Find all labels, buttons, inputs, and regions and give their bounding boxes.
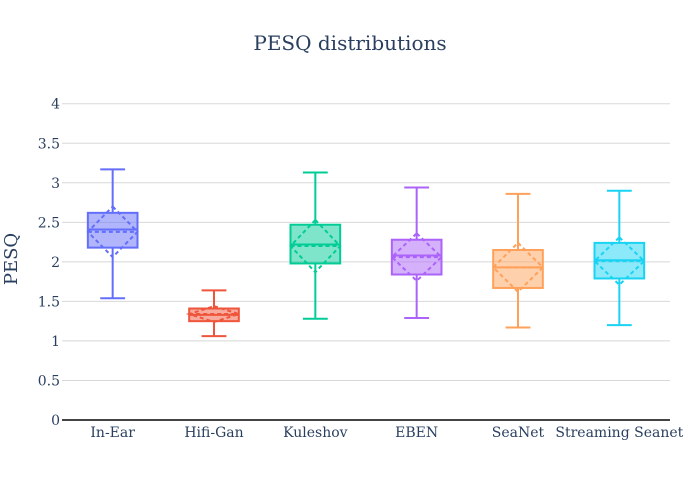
- y-axis-title: PESQ: [1, 233, 22, 285]
- sd-diamond: [185, 305, 243, 324]
- grid-layer: [62, 103, 670, 381]
- sd-diamond: [491, 241, 545, 294]
- y-tick-label: 0.5: [38, 373, 60, 389]
- sd-diamond: [390, 232, 443, 283]
- x-tick-label: In-Ear: [90, 425, 135, 441]
- y-tick-labels: 0 0.5 1 1.5 2 2.5 3 3.5 4: [38, 97, 60, 429]
- iqr-box: [492, 249, 544, 289]
- sd-diamond: [289, 218, 342, 274]
- box-streaming-seanet: [593, 189, 646, 327]
- x-tick-label: Kuleshov: [283, 425, 348, 441]
- box-seanet: [491, 192, 545, 329]
- box-eben: [390, 186, 443, 319]
- box-plots: [86, 168, 646, 338]
- x-tick-label: Hifi-Gan: [184, 425, 243, 441]
- y-tick-label: 1.5: [38, 294, 60, 310]
- x-tick-label: Streaming Seanet: [555, 425, 683, 441]
- y-tick-label: 2: [51, 255, 60, 271]
- y-tick-label: 2.5: [38, 215, 60, 231]
- box-in-ear: [86, 168, 139, 300]
- sd-diamond: [86, 205, 139, 259]
- chart-title: PESQ distributions: [253, 31, 446, 55]
- y-tick-label: 4: [51, 97, 60, 113]
- box-kuleshov: [289, 171, 342, 320]
- sd-diamond: [593, 235, 646, 287]
- box-hifi-gan: [185, 289, 243, 338]
- x-tick-labels: In-Ear Hifi-Gan Kuleshov EBEN SeaNet Streamin…: [90, 425, 683, 441]
- y-tick-label: 1: [51, 334, 60, 350]
- x-tick-label: SeaNet: [492, 425, 545, 441]
- y-tick-label: 3.5: [38, 136, 60, 152]
- x-tick-label: EBEN: [395, 425, 438, 441]
- y-tick-label: 0: [51, 413, 60, 429]
- y-tick-label: 3: [51, 176, 60, 192]
